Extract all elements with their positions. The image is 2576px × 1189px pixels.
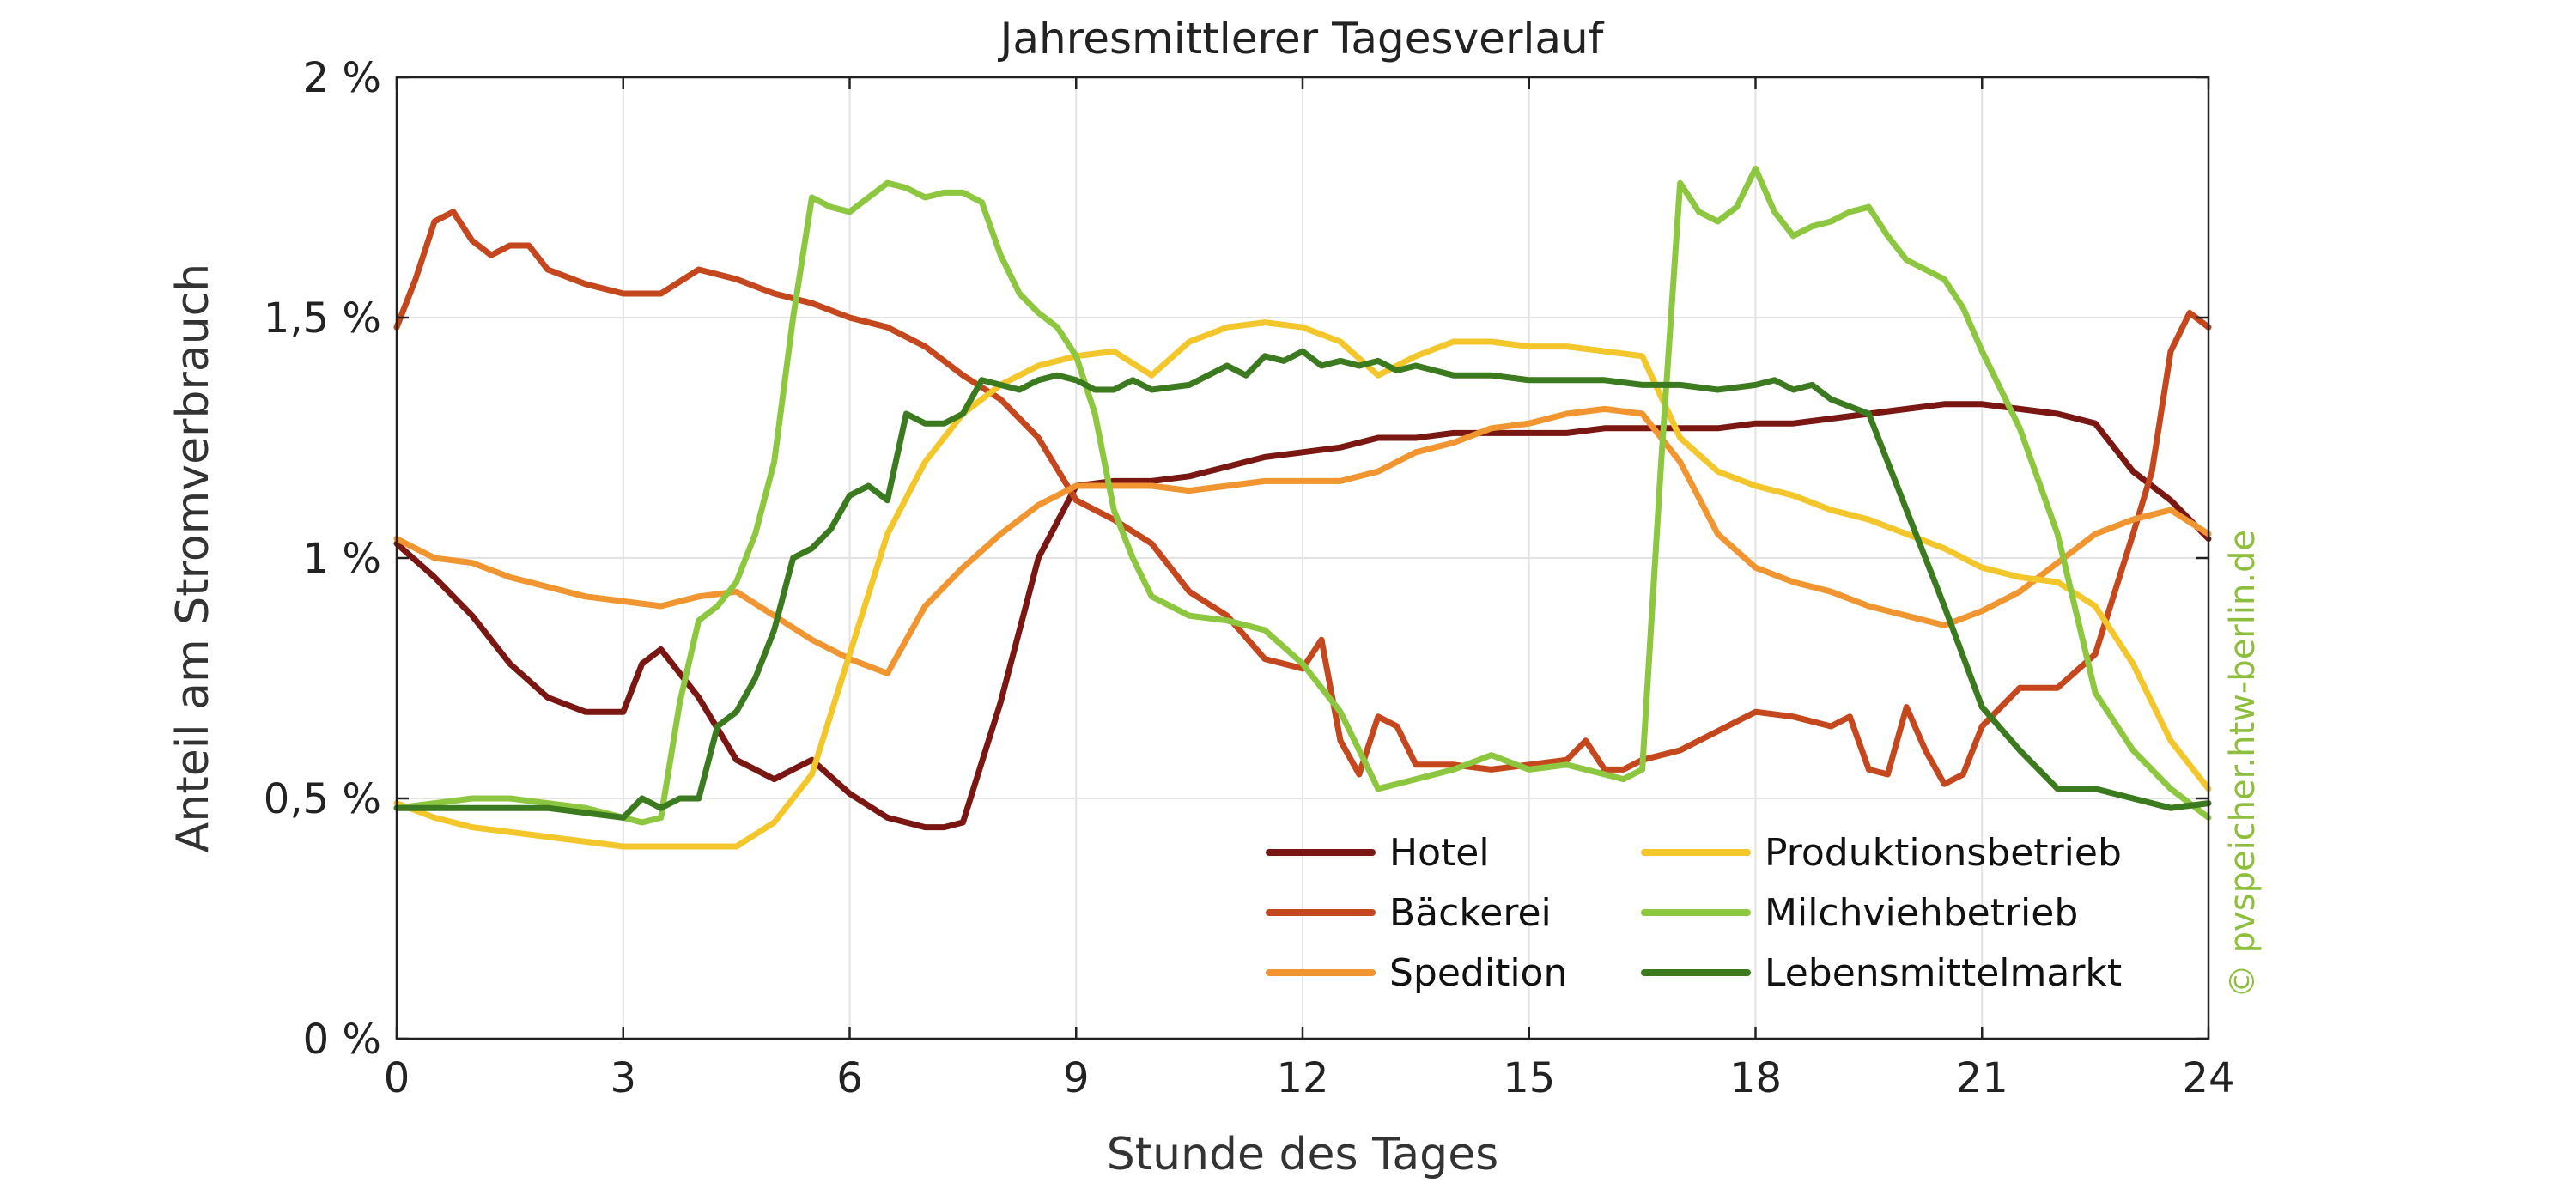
legend-label-lebensmittelmarkt: Lebensmittelmarkt	[1765, 951, 2122, 995]
y-tick-label: 0 %	[303, 1016, 381, 1064]
legend-label-baeckerei: Bäckerei	[1389, 891, 1552, 935]
series-line-spedition	[393, 405, 2212, 676]
x-tick-label: 18	[1729, 1054, 1782, 1102]
x-tick-label: 9	[1063, 1054, 1090, 1102]
x-tick-label: 24	[2182, 1054, 2234, 1102]
watermark: © pvspeicher.htw-berlin.de	[2223, 530, 2263, 998]
legend-label-spedition: Spedition	[1389, 951, 1567, 995]
legend-label-hotel: Hotel	[1389, 831, 1490, 875]
series-line-produktionsbetrieb	[393, 319, 2212, 850]
x-tick-label: 6	[836, 1054, 863, 1102]
series-line-milchviehbetrieb	[393, 165, 2212, 826]
y-tick-label: 1,5 %	[264, 294, 381, 343]
legend: Hotel Bäckerei Spedition Produktionsbetrieb…	[1266, 831, 2122, 995]
legend-label-produktionsbetrieb: Produktionsbetrieb	[1765, 831, 2122, 875]
x-tick-label: 21	[1956, 1054, 2008, 1102]
x-axis-label: Stunde des Tages	[1107, 1129, 1499, 1180]
series-line-baeckerei	[393, 209, 2212, 787]
legend-label-milchviehbetrieb: Milchviehbetrieb	[1765, 891, 2078, 935]
y-tick-label: 0,5 %	[264, 775, 381, 823]
y-tick-label: 2 %	[303, 54, 381, 102]
series-line-lebensmittelmarkt	[393, 348, 2212, 821]
x-tick-label: 15	[1503, 1054, 1555, 1102]
ticks: 0 3 6 9 12 15 18 21 24 0 % 0,5 % 1 % 1,5 % 2 %	[264, 54, 2235, 1102]
series-layer	[393, 165, 2212, 850]
series-line-hotel	[393, 401, 2212, 831]
x-tick-label: 3	[610, 1054, 636, 1102]
chart-title: Jahresmittlerer Tagesverlauf	[998, 14, 1605, 64]
x-tick-label: 12	[1276, 1054, 1328, 1102]
y-axis-label: Anteil am Stromverbrauch	[167, 264, 219, 852]
y-tick-label: 1 %	[303, 535, 381, 583]
x-tick-label: 0	[384, 1054, 410, 1102]
